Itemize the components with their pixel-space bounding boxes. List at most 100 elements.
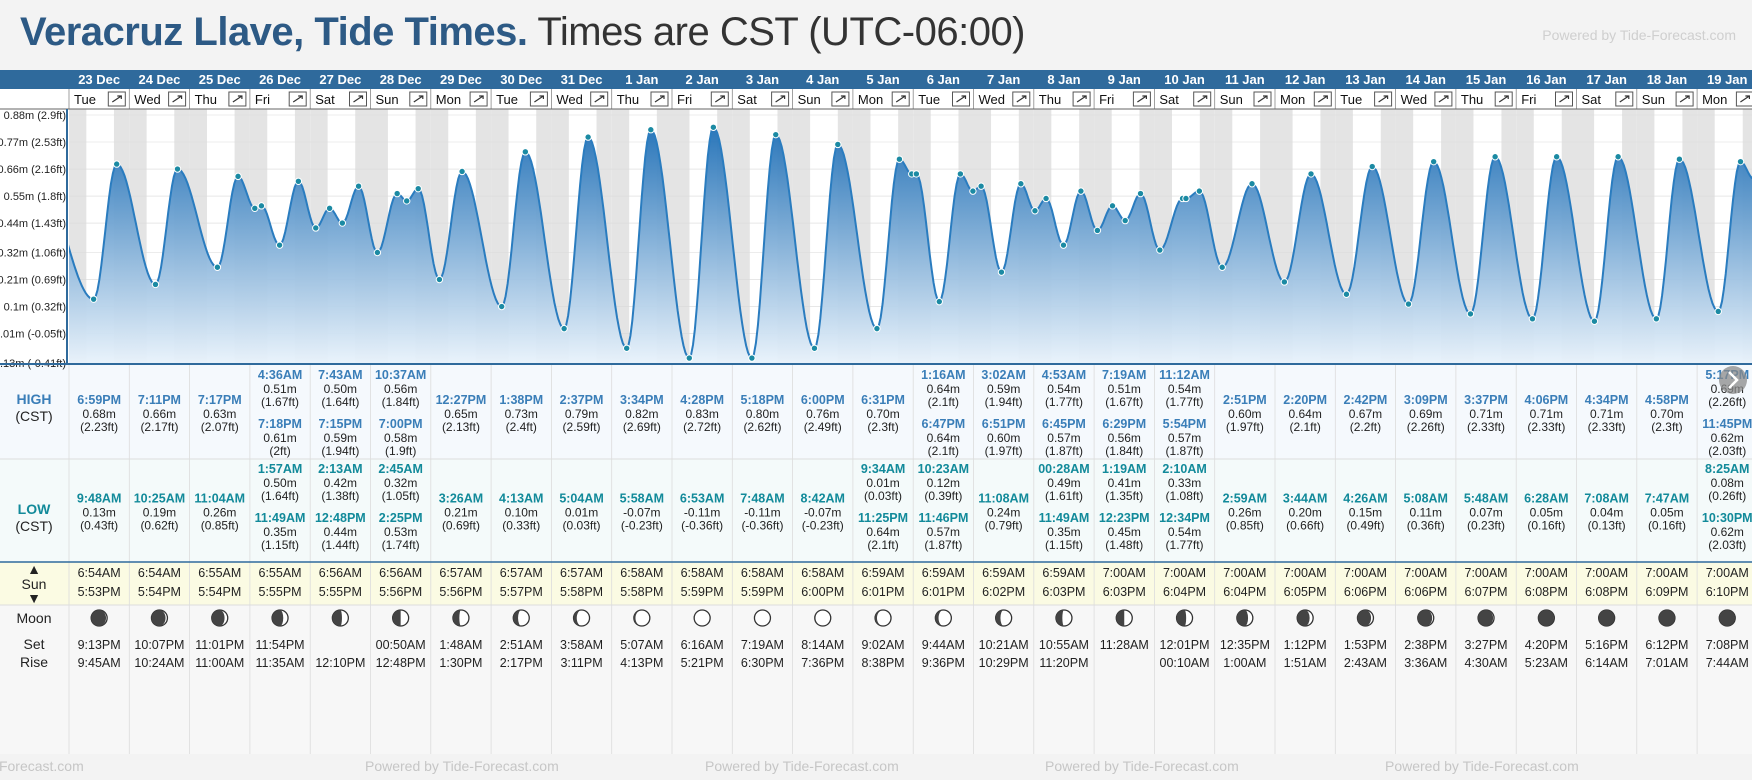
- low-tide-height: 0.20m: [1288, 506, 1321, 520]
- high-tide-height-ft: (2.23ft): [80, 420, 118, 434]
- weekday-label: Thu: [195, 92, 217, 107]
- sunset-time: 5:55PM: [259, 585, 302, 599]
- date-label: 9 Jan: [1108, 72, 1141, 87]
- scroll-right-button: [1719, 366, 1747, 394]
- sunrise-time: 6:57AM: [439, 566, 482, 580]
- high-tide-time: 7:15PM: [318, 417, 362, 431]
- low-tide-height-ft: (-0.36ft): [741, 519, 783, 533]
- sunset-time: 6:06PM: [1404, 585, 1447, 599]
- sunset-time: 6:10PM: [1706, 585, 1749, 599]
- moon-shadow-shape: [392, 610, 401, 626]
- low-tide-height-ft: (0.23ft): [1467, 519, 1505, 533]
- low-tide-height: 0.45m: [1108, 525, 1141, 539]
- tide-point: [1017, 180, 1025, 188]
- moon-shadow-shape: [1478, 610, 1494, 626]
- high-tide-height: 0.71m: [1590, 407, 1623, 421]
- low-tide-height-ft: (1.15ft): [261, 538, 299, 552]
- sun-row-label: Sun: [22, 576, 47, 592]
- date-label: 2 Jan: [686, 72, 719, 87]
- low-row-band: [0, 459, 1752, 562]
- y-tick-label: 0.1m (0.32ft): [4, 302, 66, 314]
- tide-point: [1077, 187, 1085, 195]
- tide-point: [325, 204, 334, 213]
- high-tide-height: 0.79m: [565, 407, 598, 421]
- tide-chart: 23 Dec Tue 24 Dec Wed 25 Dec Thu 26 Dec Fri 27 D…: [0, 70, 1752, 754]
- moonset-time: 1:12PM: [1284, 638, 1327, 652]
- low-tide-time: 10:23AM: [918, 462, 969, 476]
- date-label: 23 Dec: [78, 72, 120, 87]
- tide-point: [312, 224, 320, 232]
- high-tide-height: 0.71m: [1469, 407, 1502, 421]
- low-tide-time: 9:34AM: [861, 462, 905, 476]
- tide-point: [1307, 170, 1315, 178]
- low-tide-height: 0.21m: [444, 506, 477, 520]
- low-tide-time: 11:46PM: [918, 511, 968, 525]
- sunset-time: 6:01PM: [922, 585, 965, 599]
- high-tide-time: 7:00PM: [379, 417, 423, 431]
- low-tide-time: 11:08AM: [978, 492, 1029, 506]
- tide-point: [213, 263, 222, 271]
- expand-icon: [956, 95, 967, 103]
- moon-shadow-shape: [1176, 610, 1187, 626]
- y-tick-label: 0.44m (1.43ft): [0, 218, 66, 230]
- high-tide-height-ft: (1.94ft): [321, 444, 359, 458]
- moonset-time: 9:02AM: [862, 638, 905, 652]
- high-tide-time: 6:47PM: [921, 417, 965, 431]
- high-tide-time: 11:12AM: [1159, 368, 1210, 382]
- high-tide-height: 0.63m: [203, 407, 236, 421]
- high-tide-time: 7:18PM: [258, 417, 302, 431]
- low-tide-height-ft: (0.26ft): [1708, 489, 1746, 503]
- sunrise-time: 7:00AM: [1103, 566, 1146, 580]
- weekday-label: Tue: [1340, 92, 1362, 107]
- powered-by-watermark: Powered by Tide-Forecast.com: [365, 758, 559, 774]
- sunset-time: 6:08PM: [1585, 585, 1628, 599]
- high-tide-height-ft: (2.49ft): [804, 420, 842, 434]
- expand-icon: [1197, 95, 1208, 103]
- tide-point: [977, 182, 985, 190]
- low-tide-height-ft: (1.64ft): [261, 489, 299, 503]
- high-tide-height: 0.58m: [384, 431, 417, 445]
- high-tide-time: 4:28PM: [680, 393, 724, 407]
- high-tide-time: 10:37AM: [375, 368, 426, 382]
- high-tide-height: 0.65m: [444, 407, 477, 421]
- moonrise-time: 4:13PM: [620, 656, 663, 670]
- high-tide-time: 12:27PM: [436, 393, 487, 407]
- date-label: 8 Jan: [1047, 72, 1080, 87]
- date-label: 16 Jan: [1526, 72, 1567, 87]
- high-tide-height: 0.59m: [324, 431, 357, 445]
- low-tide-height: 0.50m: [263, 476, 296, 490]
- moonrise-time: 10:24AM: [134, 656, 184, 670]
- low-tide-height: 0.11m: [1410, 506, 1442, 520]
- sunset-time: 5:59PM: [681, 585, 724, 599]
- weekday-label: Tue: [496, 92, 518, 107]
- low-tide-time: 3:44AM: [1283, 492, 1327, 506]
- date-label: 7 Jan: [987, 72, 1020, 87]
- low-tide-height: 0.04m: [1590, 506, 1623, 520]
- high-tide-height: 0.59m: [987, 382, 1020, 396]
- expand-icon: [1317, 95, 1328, 103]
- tide-point: [772, 130, 780, 139]
- high-tide-height: 0.71m: [1530, 407, 1563, 421]
- high-tide-height-ft: (2.17ft): [140, 420, 178, 434]
- tide-point: [1714, 307, 1722, 316]
- weekday-label: Fri: [1099, 92, 1114, 107]
- tide-point: [1404, 300, 1413, 308]
- tide-point: [969, 187, 977, 195]
- low-tide-height: 0.35m: [263, 525, 296, 539]
- moonset-time: 00:50AM: [376, 638, 426, 652]
- tide-point: [1136, 189, 1145, 198]
- timezone-note: Times are CST (UTC-06:00): [537, 10, 1026, 54]
- date-label: 26 Dec: [259, 72, 301, 87]
- sunrise-time: 6:56AM: [379, 566, 422, 580]
- moon-shadow-shape: [332, 610, 342, 626]
- tide-point: [584, 133, 592, 141]
- moonset-time: 11:01PM: [195, 638, 244, 652]
- expand-icon: [534, 95, 544, 103]
- sunset-time: 6:04PM: [1223, 585, 1266, 599]
- tide-point: [373, 248, 382, 257]
- date-label: 18 Jan: [1647, 72, 1688, 87]
- low-tide-time: 1:57AM: [258, 462, 302, 476]
- moon-shadow-shape: [1236, 610, 1249, 626]
- expand-icon: [1559, 95, 1570, 103]
- moonset-time: 2:51AM: [500, 638, 543, 652]
